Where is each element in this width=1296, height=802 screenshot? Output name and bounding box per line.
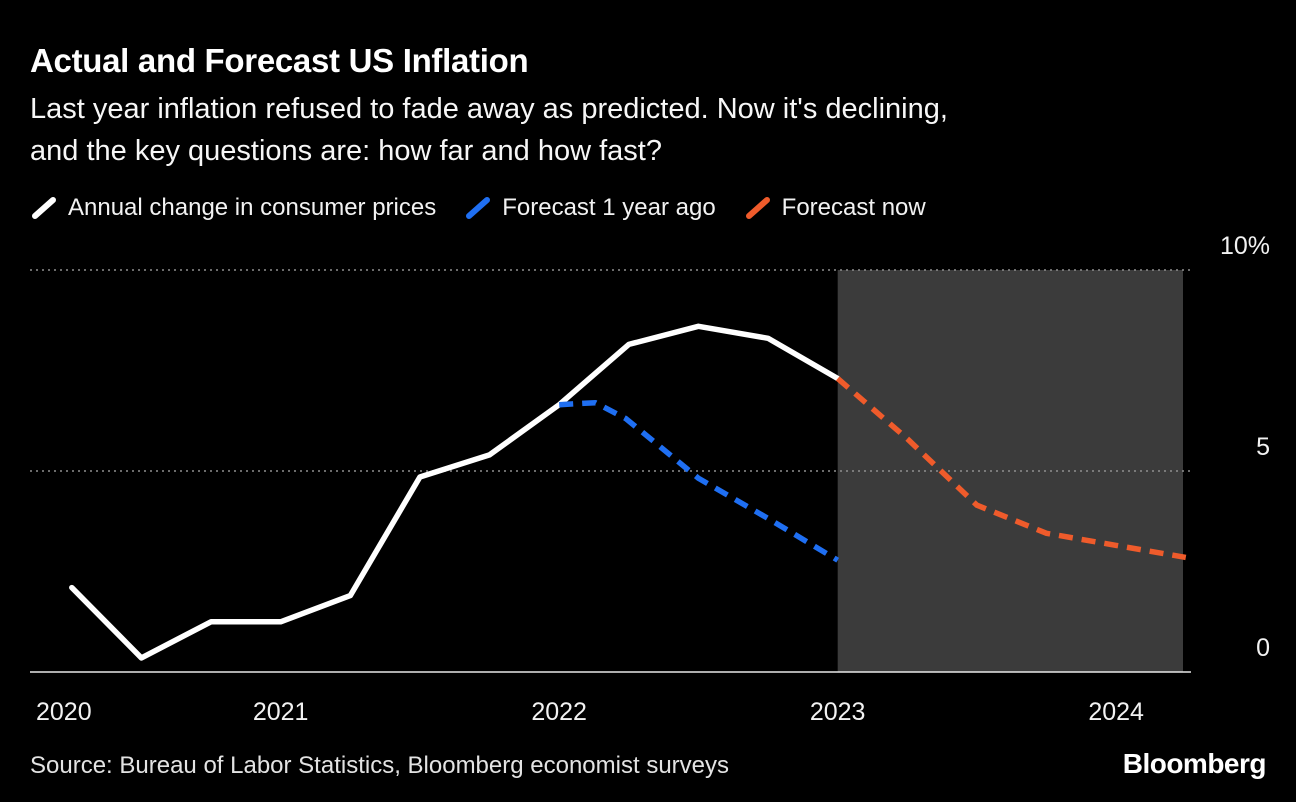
- x-tick-label: 2024: [1088, 698, 1144, 726]
- x-tick-label: 2023: [809, 698, 866, 726]
- forecast-1yr-line-icon: [466, 197, 491, 219]
- bloomberg-logo: Bloomberg: [1122, 748, 1267, 779]
- y-tick-label: 0: [1256, 634, 1270, 662]
- y-tick-label: 10%: [1219, 232, 1270, 260]
- source-note: Source: Bureau of Labor Statistics, Bloo…: [30, 752, 729, 779]
- legend-item-forecast-now: Forecast now: [744, 194, 926, 222]
- series-line-0: [69, 323, 841, 661]
- legend-item-forecast-1yr: Forecast 1 year ago: [464, 194, 716, 222]
- chart-legend: Annual change in consumer prices Forecas…: [30, 194, 926, 222]
- legend-label-forecast-now: Forecast now: [781, 194, 926, 221]
- x-tick-label: 2020: [36, 698, 92, 726]
- y-tick-label: 5: [1256, 433, 1270, 461]
- series-line-1: [559, 399, 840, 563]
- forecast-now-line-icon: [745, 197, 770, 219]
- legend-item-actual: Annual change in consumer prices: [30, 194, 436, 222]
- actual-line-icon: [32, 197, 56, 219]
- legend-label-forecast-1yr: Forecast 1 year ago: [502, 194, 716, 221]
- x-tick-label: 2021: [252, 698, 309, 726]
- chart-subtitle: Last year inflation refused to fade away…: [30, 93, 948, 167]
- legend-label-actual: Annual change in consumer prices: [68, 194, 437, 221]
- series-line-2: [835, 376, 1187, 561]
- chart-title: Actual and Forecast US Inflation: [30, 42, 529, 79]
- x-tick-label: 2022: [531, 698, 587, 726]
